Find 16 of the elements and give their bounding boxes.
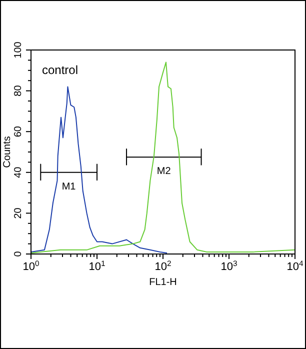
y-tick-label: 80 — [13, 84, 24, 96]
annotation: M1 — [62, 181, 76, 192]
x-tick-label: 10$^{2}$ — [154, 258, 172, 273]
x-tick-label: 10$^{4}$ — [286, 258, 304, 273]
y-tick-label: 60 — [13, 126, 24, 138]
x-tick-label: 10$^{1}$ — [88, 258, 106, 273]
y-tick-label: 0 — [13, 250, 24, 257]
annotation: M2 — [156, 166, 172, 177]
x-axis-title: FL1-H — [149, 277, 177, 288]
y-tick-label: 20 — [13, 207, 24, 219]
y-tick-label: 40 — [13, 166, 24, 178]
annotation: control — [42, 63, 78, 77]
x-tick-label: 10$^{0}$ — [22, 258, 40, 273]
x-tick-label: 10$^{3}$ — [220, 258, 238, 273]
y-axis-title: Counts — [2, 136, 13, 168]
y-tick-label: 100 — [13, 41, 24, 58]
